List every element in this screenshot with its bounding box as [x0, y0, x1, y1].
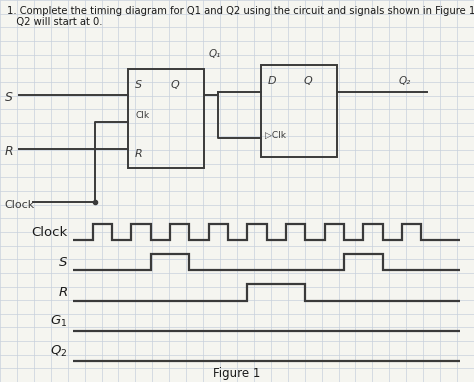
Text: Clock: Clock — [5, 200, 35, 210]
Text: 1. Complete the timing diagram for Q1 and Q2 using the circuit and signals shown: 1. Complete the timing diagram for Q1 an… — [7, 6, 474, 16]
Text: Q2 will start at 0.: Q2 will start at 0. — [7, 17, 102, 27]
Text: $G_1$: $G_1$ — [50, 314, 68, 329]
Text: R: R — [135, 149, 143, 159]
Text: Clock: Clock — [31, 226, 68, 239]
Text: Q₁: Q₁ — [209, 49, 221, 59]
Text: Clk: Clk — [135, 112, 149, 120]
Text: $Q_2$: $Q_2$ — [50, 344, 68, 359]
Bar — [128, 69, 204, 168]
Text: S: S — [5, 91, 13, 104]
Text: D: D — [268, 76, 276, 86]
Text: S: S — [59, 256, 68, 269]
Text: S: S — [135, 80, 142, 90]
Text: Figure 1: Figure 1 — [213, 367, 261, 380]
Text: R: R — [58, 286, 68, 299]
Text: Q: Q — [171, 80, 179, 90]
Text: Q₂: Q₂ — [398, 76, 410, 86]
Text: R: R — [5, 145, 13, 158]
Bar — [261, 65, 337, 157]
Text: ▷Clk: ▷Clk — [265, 131, 286, 139]
Text: Q: Q — [303, 76, 312, 86]
